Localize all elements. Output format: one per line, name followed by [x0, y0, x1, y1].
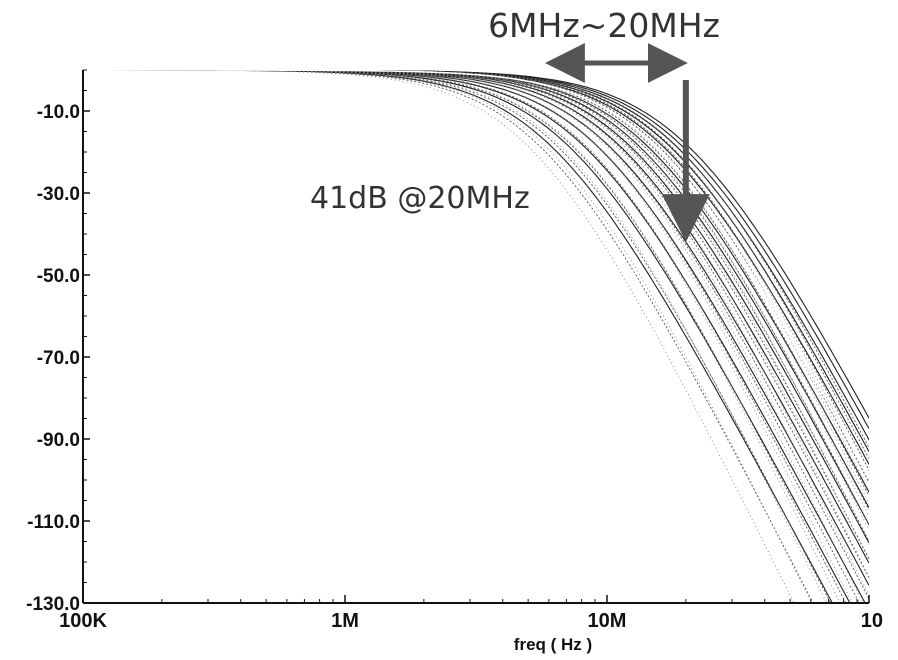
x-tick-label: 1M	[331, 610, 359, 632]
response-curve-corner	[83, 70, 869, 511]
response-curve-corner	[83, 70, 869, 459]
response-curve-corner	[83, 70, 869, 596]
y-tick-label: -90.0	[37, 430, 80, 451]
x-axis-label: freq ( Hz )	[514, 635, 592, 654]
y-tick-label: -50.0	[37, 266, 80, 287]
response-curve-corner	[83, 70, 828, 603]
response-curve-corner	[83, 70, 869, 480]
response-curve-corner	[83, 70, 869, 531]
x-tick-label: 10	[861, 610, 883, 632]
response-curve	[83, 70, 869, 508]
y-tick-label: -110.0	[27, 512, 80, 533]
response-curve	[83, 70, 869, 493]
response-curve-corner	[83, 70, 869, 561]
response-curve	[83, 70, 869, 441]
x-axis-ticks: 100K 1M 10M 10	[59, 595, 883, 632]
response-curve-corner	[83, 70, 869, 559]
y-axis-ticks: -10.0 -30.0 -50.0 -70.0 -90.0 -110.0 -130.0	[26, 69, 90, 615]
response-curve-corner	[83, 70, 853, 603]
response-curve-corner	[83, 70, 864, 603]
response-curve	[83, 70, 869, 465]
response-curve-corner	[83, 70, 869, 579]
response-curve-corner	[83, 70, 869, 542]
response-curve-corner	[83, 70, 869, 517]
response-curve-corner	[83, 70, 841, 603]
cutoff-range-label: 6MHz~20MHz	[488, 6, 720, 45]
response-curve-corner	[83, 70, 869, 600]
response-curve-corner	[83, 70, 795, 603]
response-curve-corner	[83, 70, 869, 497]
response-curve-corner	[83, 70, 832, 603]
response-curve	[83, 70, 833, 603]
response-curve-corner	[83, 70, 869, 545]
response-curve-corner	[83, 70, 869, 492]
x-tick-label: 100K	[59, 610, 107, 632]
response-curve-corner	[83, 70, 847, 603]
x-tick-label: 10M	[588, 610, 627, 632]
response-curve	[83, 70, 869, 564]
response-curve-corner	[83, 70, 860, 603]
response-curve-highlight	[83, 70, 869, 479]
response-curve	[83, 70, 869, 478]
y-tick-label: -30.0	[37, 184, 80, 205]
response-curve-corner	[83, 70, 869, 578]
response-curve-corner	[83, 70, 814, 603]
response-curve-corner	[83, 70, 869, 448]
response-curve	[83, 70, 866, 603]
response-curves	[83, 70, 869, 603]
response-curve	[83, 70, 869, 586]
attenuation-label: 41dB @20MHz	[310, 181, 530, 216]
response-curve	[83, 70, 851, 603]
response-curve-corner	[83, 70, 869, 526]
y-tick-label: -130.0	[26, 594, 80, 615]
response-curve-corner	[83, 70, 869, 504]
y-tick-label: -10.0	[37, 102, 80, 123]
y-tick-label: -70.0	[37, 348, 80, 369]
response-curve-corner	[83, 70, 812, 603]
response-curve	[83, 70, 869, 419]
